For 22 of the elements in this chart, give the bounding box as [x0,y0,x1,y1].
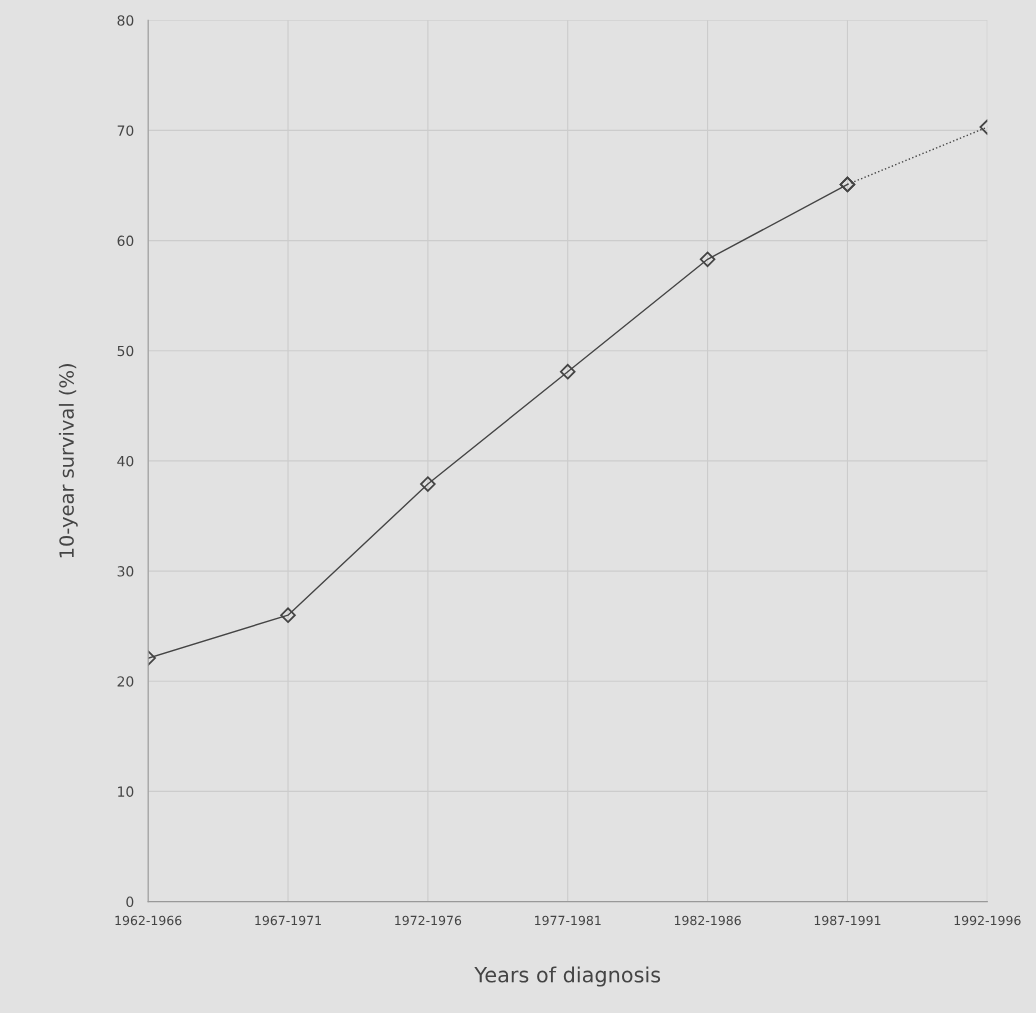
x-axis-title: Years of diagnosis [474,966,661,987]
y-axis-title: 10-year survival (%) [58,364,78,558]
y-tick-label: 60 [117,235,134,247]
x-tick-label: 1977-1981 [535,915,601,926]
point [420,476,436,492]
y-tick-label: 80 [117,15,134,26]
y-tick-label: 30 [117,566,134,577]
point [280,607,296,623]
point [699,251,716,268]
y-tick-label: 10 [118,786,134,797]
y-tick-label: 20 [117,676,134,687]
x-tick-label: 1992-1996 [954,915,1021,926]
x-tick-label: 1972-1976 [395,915,462,926]
y-tick-label: 50 [117,345,134,357]
x-tick-label: 1967-1971 [255,915,321,926]
x-tick-label: 1982-1986 [674,915,741,926]
x-tick-label: 1962-1966 [115,915,182,926]
y-tick-label: 0 [126,896,134,908]
x-tick-label: 1987-1991 [814,915,881,926]
y-tick-label: 70 [117,125,134,136]
y-tick-label: 40 [117,455,134,467]
point [559,363,576,380]
